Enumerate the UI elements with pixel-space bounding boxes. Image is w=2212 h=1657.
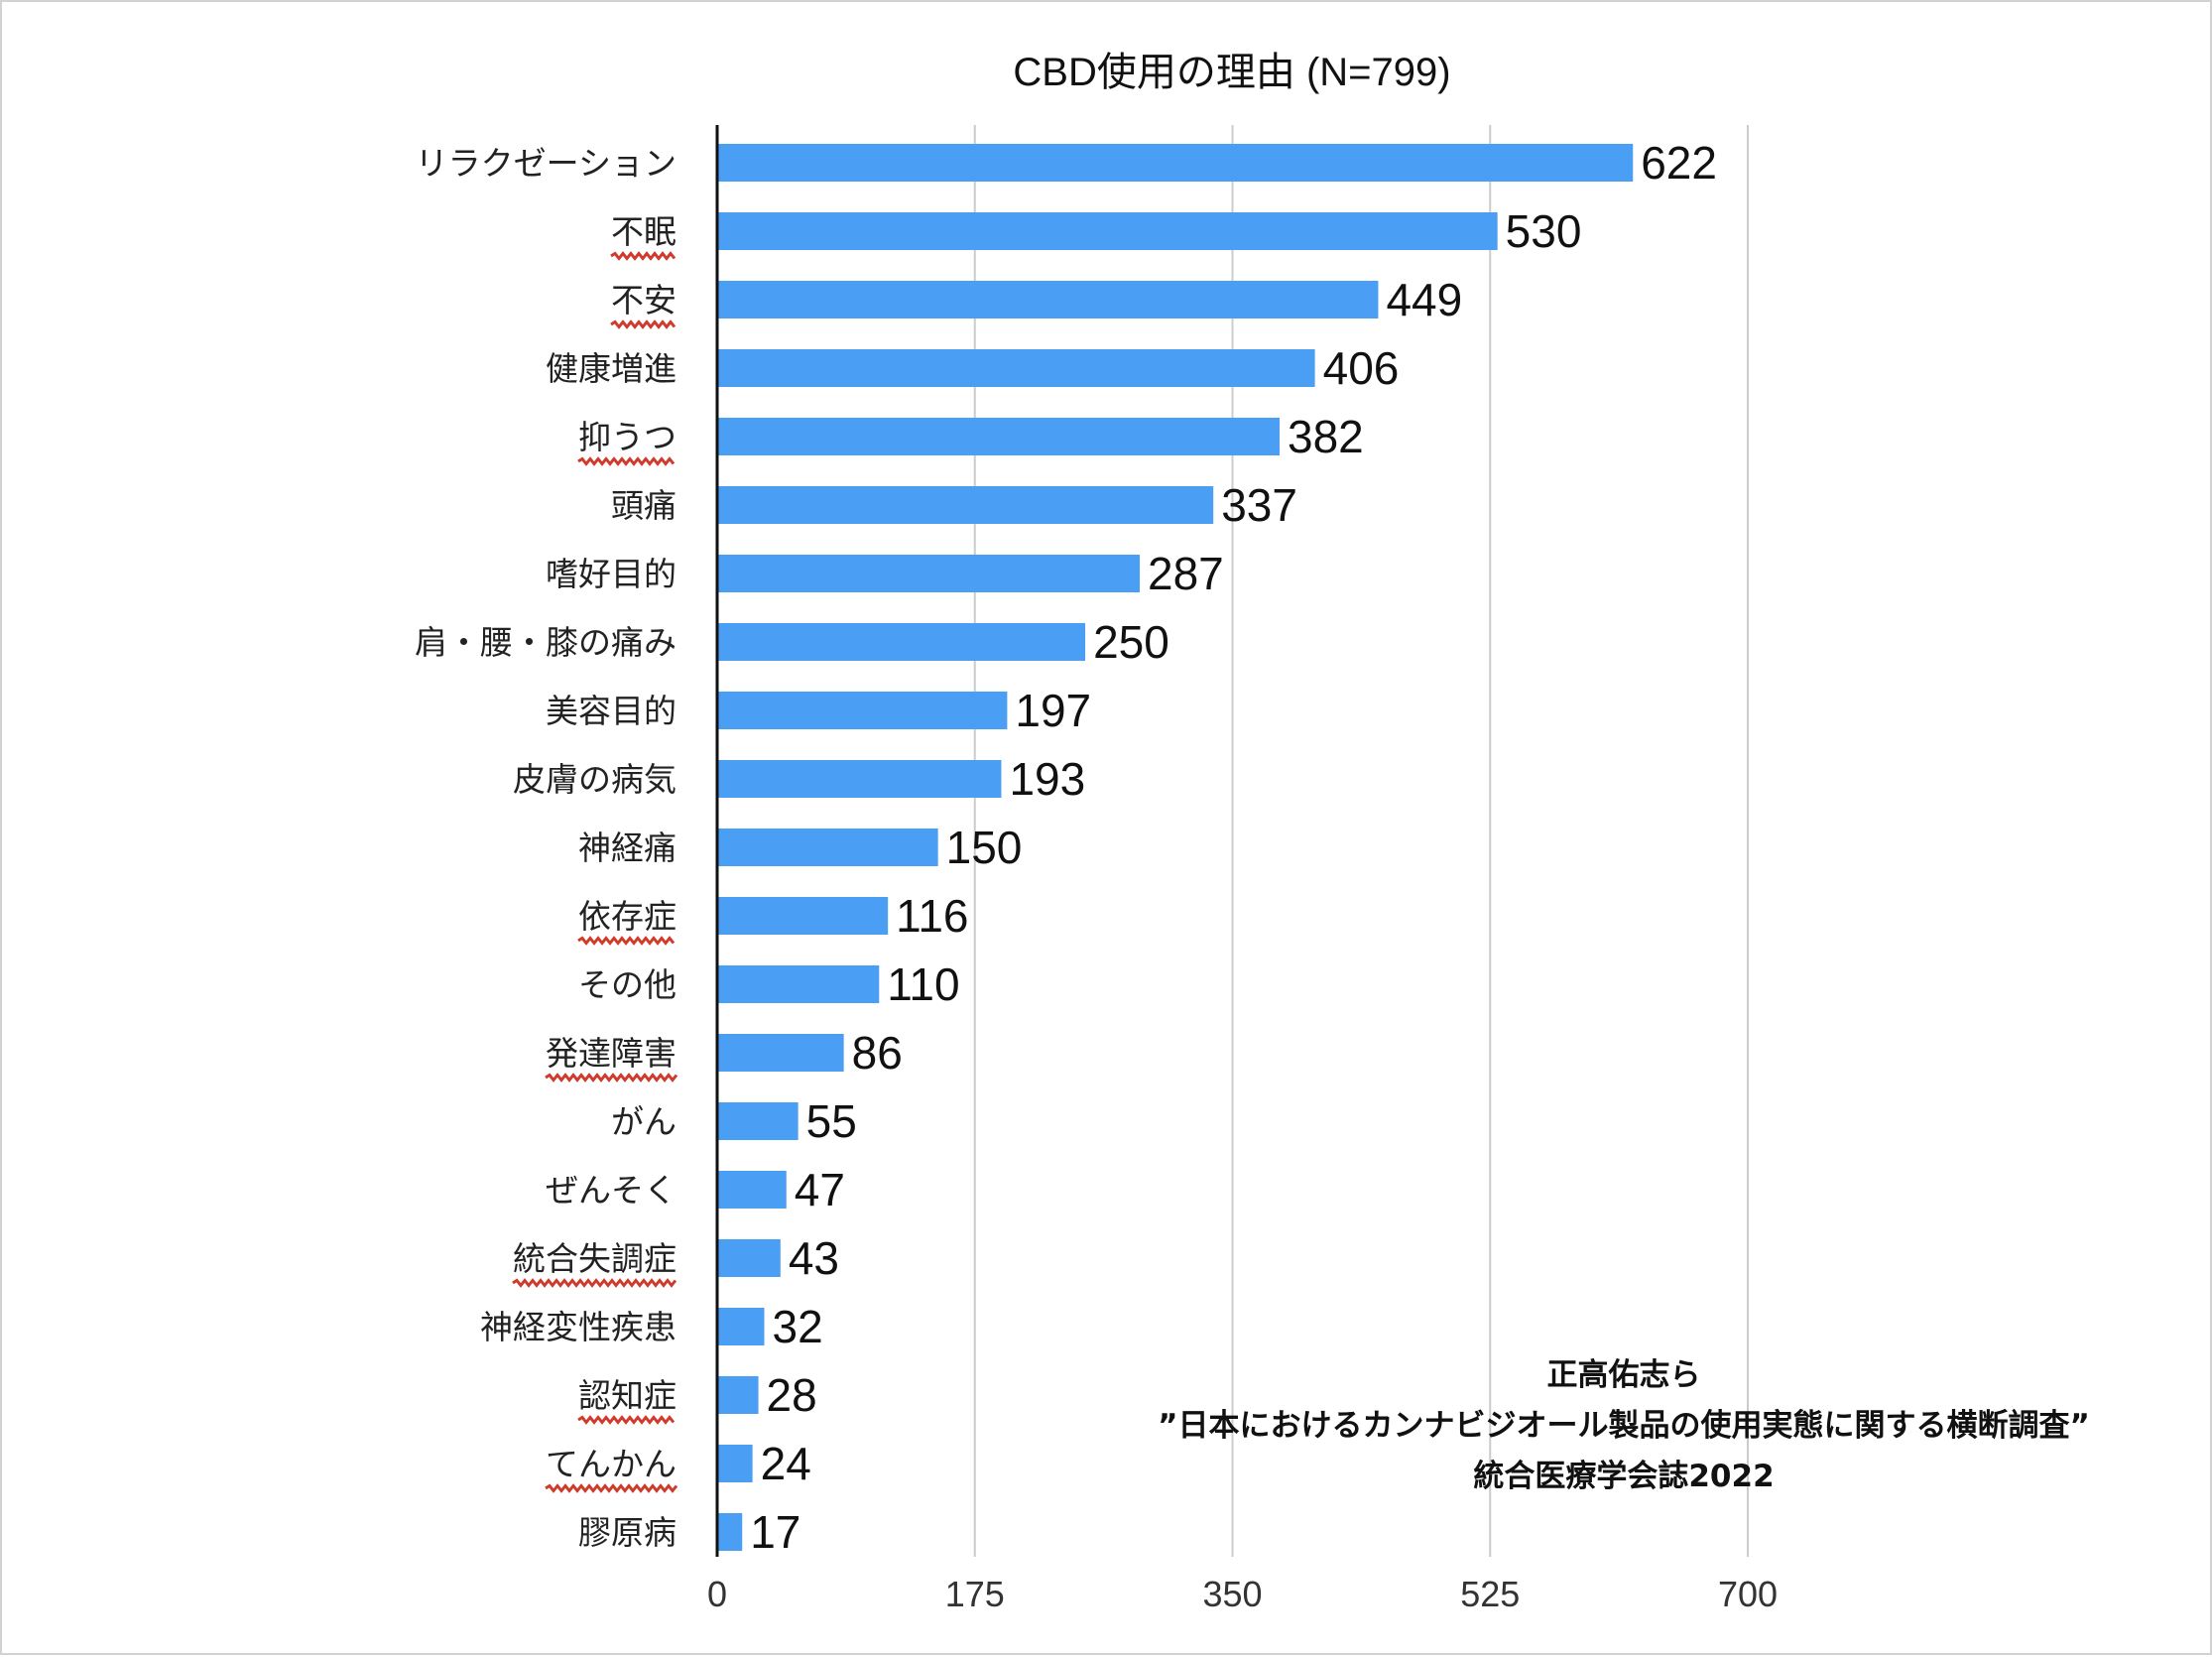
category-labels: リラクゼーション不眠不安健康増進抑うつ頭痛嗜好目的肩・腰・膝の痛み美容目的皮膚の… <box>415 144 678 1552</box>
data-label: 28 <box>767 1369 817 1421</box>
data-label: 43 <box>789 1232 839 1284</box>
bar <box>717 1376 759 1414</box>
data-label: 47 <box>795 1164 845 1215</box>
category-label: 不眠 <box>611 212 676 251</box>
x-tick-label: 350 <box>1202 1574 1262 1614</box>
bar <box>717 1445 753 1482</box>
bar <box>717 692 1008 729</box>
data-label: 197 <box>1015 685 1091 736</box>
bar <box>717 623 1086 661</box>
data-label: 86 <box>852 1027 903 1079</box>
category-label: 統合失調症 <box>513 1239 676 1278</box>
data-label: 193 <box>1009 753 1085 805</box>
category-label: 嗜好目的 <box>546 555 676 593</box>
data-label: 150 <box>946 822 1023 873</box>
x-tick-labels: 0 175 350 525 700 <box>707 1574 1778 1614</box>
spellcheck-underline <box>545 1073 678 1083</box>
chart-title: CBD使用の理由 (N=799) <box>1013 51 1450 94</box>
spellcheck-underline <box>577 1415 676 1425</box>
bar <box>717 760 1002 798</box>
bar <box>717 1102 799 1140</box>
x-tick-label: 700 <box>1718 1574 1778 1614</box>
spellcheck-underline <box>545 1483 678 1493</box>
bar <box>717 1171 787 1209</box>
bar <box>717 144 1634 182</box>
data-label: 17 <box>750 1506 800 1558</box>
data-label: 55 <box>806 1095 857 1147</box>
data-label: 406 <box>1323 342 1400 394</box>
bar <box>717 897 889 935</box>
category-label: 美容目的 <box>546 692 676 730</box>
category-label: 認知症 <box>578 1376 676 1415</box>
spellcheck-underline <box>512 1278 677 1288</box>
data-label: 250 <box>1093 616 1169 668</box>
category-label: 発達障害 <box>546 1034 676 1073</box>
bar <box>717 418 1280 455</box>
bar <box>717 828 938 866</box>
category-label: 不安 <box>611 281 676 319</box>
bar <box>717 281 1379 319</box>
citation-journal: 統合医療学会誌2022 <box>1473 1459 1774 1494</box>
category-label: 皮膚の病気 <box>513 760 676 799</box>
category-label: 神経変性疾患 <box>480 1308 676 1346</box>
category-label: 神経痛 <box>578 828 676 867</box>
category-label: てんかん <box>546 1445 676 1483</box>
bar <box>717 486 1214 524</box>
category-label: 肩・腰・膝の痛み <box>415 623 676 662</box>
bar <box>717 1034 844 1072</box>
spellcheck-underline <box>610 251 676 261</box>
spellcheck-underline <box>577 456 676 466</box>
category-label: ぜんそく <box>546 1171 676 1210</box>
spellcheck-underline <box>577 936 676 946</box>
bar <box>717 1239 781 1277</box>
category-label: 依存症 <box>578 897 676 936</box>
data-label: 449 <box>1386 274 1462 325</box>
citation-authors: 正高佑志ら <box>1547 1357 1701 1393</box>
data-label: 530 <box>1506 205 1582 257</box>
data-label: 110 <box>887 958 959 1010</box>
category-label: 健康増進 <box>546 349 676 388</box>
bar <box>717 349 1315 387</box>
x-tick-label: 525 <box>1460 1574 1520 1614</box>
category-label: 抑うつ <box>578 418 676 456</box>
data-label: 116 <box>896 890 968 942</box>
bar <box>717 555 1140 592</box>
citation-title: ”日本におけるカンナビジオール製品の使用実態に関する横断調査” <box>1158 1408 2090 1444</box>
data-label: 24 <box>761 1438 811 1489</box>
bar <box>717 965 880 1003</box>
data-label: 622 <box>1641 137 1717 189</box>
category-label: がん <box>611 1102 676 1141</box>
category-label: 頭痛 <box>611 486 676 525</box>
data-label: 382 <box>1288 411 1364 462</box>
category-label: 膠原病 <box>578 1513 676 1552</box>
category-label: その他 <box>578 965 676 1004</box>
data-label: 287 <box>1148 548 1224 599</box>
data-label: 32 <box>772 1301 822 1352</box>
bar <box>717 1308 765 1345</box>
data-label: 337 <box>1221 479 1297 531</box>
bars <box>717 144 1634 1551</box>
x-tick-label: 175 <box>945 1574 1005 1614</box>
gridlines <box>973 125 1749 1557</box>
bar <box>717 212 1498 250</box>
spellcheck-underline <box>610 319 676 329</box>
x-tick-label: 0 <box>707 1574 727 1614</box>
category-label: リラクゼーション <box>416 144 676 183</box>
bar <box>717 1513 743 1551</box>
